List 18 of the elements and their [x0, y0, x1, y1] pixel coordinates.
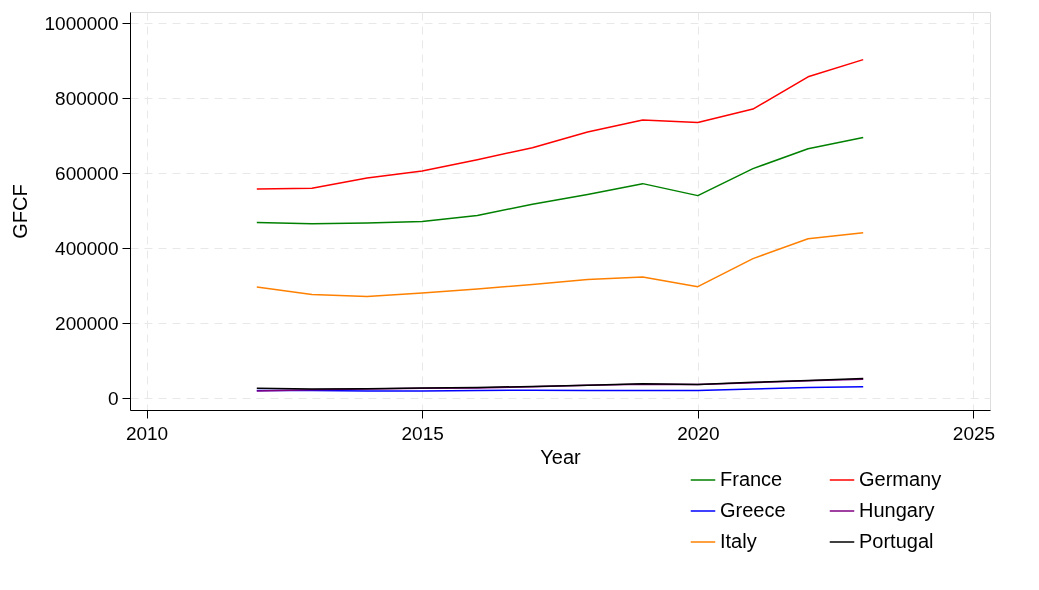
x-tick-label: 2025 — [952, 422, 996, 444]
legend-label: France — [720, 468, 783, 490]
y-tick-label: 200000 — [55, 312, 119, 334]
y-tick-label: 0 — [107, 387, 119, 409]
y-tick-label: 1000000 — [44, 12, 119, 34]
y-axis-title: GFCF — [8, 184, 31, 239]
x-axis-title: Year — [540, 445, 582, 468]
legend-label: Hungary — [859, 499, 935, 521]
y-tick-label: 400000 — [55, 237, 119, 259]
legend-label: Greece — [720, 499, 786, 521]
y-tick-label: 600000 — [55, 162, 119, 184]
legend-label: Italy — [720, 530, 757, 552]
y-tick-label: 800000 — [55, 87, 119, 109]
legend-label: Portugal — [859, 530, 934, 552]
x-tick-label: 2010 — [125, 422, 169, 444]
legend-label: Germany — [859, 468, 942, 490]
x-tick-label: 2015 — [401, 422, 444, 444]
x-tick-label: 2020 — [677, 422, 720, 444]
